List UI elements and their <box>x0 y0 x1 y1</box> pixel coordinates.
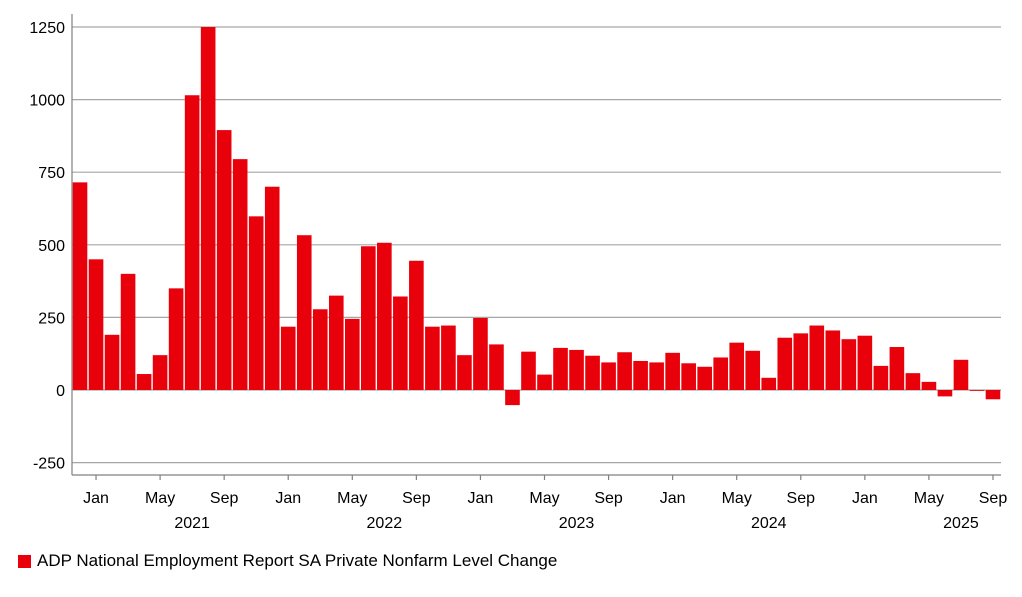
bar <box>296 235 312 390</box>
x-year-label: 2024 <box>751 515 787 532</box>
bar <box>729 342 745 390</box>
bar <box>569 349 584 390</box>
axes <box>71 14 1001 480</box>
x-tick-label: May <box>337 490 367 507</box>
bar <box>841 339 857 390</box>
bar <box>361 246 376 390</box>
bar <box>665 352 680 390</box>
bar <box>969 390 985 391</box>
bar <box>104 334 120 390</box>
bar <box>905 373 921 390</box>
bar <box>825 330 841 390</box>
y-tick-label: 1000 <box>29 93 65 110</box>
bar <box>793 333 809 390</box>
bar <box>681 363 696 390</box>
bar <box>553 347 568 390</box>
x-year-label: 2023 <box>559 515 595 532</box>
tick-labels: -250 0 250 500 750 1000 1250 Jan May Sep Jan May Sep… <box>29 20 1007 532</box>
bar <box>312 309 328 390</box>
bar <box>521 351 536 390</box>
bar <box>409 260 424 390</box>
bar <box>761 377 777 390</box>
bar <box>88 259 104 390</box>
x-tick-label: May <box>914 490 944 507</box>
bar <box>425 326 440 390</box>
legend: ADP National Employment Report SA Privat… <box>18 551 557 571</box>
bar <box>857 335 873 390</box>
bar <box>200 27 216 390</box>
x-year-label: 2022 <box>367 515 403 532</box>
bar <box>617 352 632 390</box>
bar <box>441 325 456 390</box>
bars <box>72 27 1001 406</box>
x-tick-label: May <box>145 490 175 507</box>
bar <box>921 381 937 390</box>
bar <box>152 355 168 390</box>
bar <box>713 357 729 390</box>
bar <box>489 344 504 390</box>
bar <box>264 186 280 390</box>
x-tick-label: May <box>529 490 559 507</box>
bar <box>216 130 232 391</box>
bar <box>777 337 793 390</box>
x-tick-label: Sep <box>210 490 239 507</box>
bar <box>473 317 488 390</box>
x-tick-label: Jan <box>660 490 686 507</box>
x-tick-label: Jan <box>468 490 494 507</box>
bar <box>377 242 392 390</box>
bar <box>393 296 408 390</box>
y-tick-label: -250 <box>33 456 65 473</box>
bar <box>953 359 969 390</box>
bar <box>697 366 712 390</box>
x-tick-label: Jan <box>852 490 878 507</box>
bar <box>937 390 953 397</box>
bar <box>232 159 248 390</box>
bar <box>505 390 520 406</box>
bar <box>120 273 136 390</box>
bar <box>633 360 648 390</box>
bar <box>457 355 472 390</box>
bar <box>809 325 825 390</box>
bar <box>344 318 360 390</box>
y-tick-label: 1250 <box>29 20 65 37</box>
y-tick-label: 750 <box>38 165 65 182</box>
bar <box>873 365 889 390</box>
x-tick-label: Sep <box>594 490 623 507</box>
y-tick-label: 250 <box>38 310 65 327</box>
y-tick-label: 500 <box>38 238 65 255</box>
x-tick-label: Sep <box>979 490 1008 507</box>
bar <box>248 216 264 390</box>
legend-label: ADP National Employment Report SA Privat… <box>37 551 558 570</box>
bar <box>72 182 88 390</box>
x-tick-label: Jan <box>275 490 301 507</box>
bar <box>168 288 184 390</box>
bar <box>184 95 200 390</box>
bar <box>585 355 600 390</box>
x-tick-label: Sep <box>402 490 431 507</box>
bar <box>537 374 552 390</box>
legend-swatch <box>18 554 31 568</box>
bar <box>328 295 344 390</box>
bar <box>136 374 152 390</box>
x-year-label: 2021 <box>174 515 210 532</box>
x-tick-label: May <box>722 490 752 507</box>
y-tick-label: 0 <box>56 383 65 400</box>
bar <box>745 350 761 390</box>
bar <box>280 326 296 390</box>
x-year-label: 2025 <box>943 515 979 532</box>
bar <box>985 390 1001 400</box>
bar <box>601 362 616 390</box>
bar <box>649 362 664 390</box>
x-tick-label: Sep <box>787 490 816 507</box>
x-tick-label: Jan <box>83 490 109 507</box>
bar <box>889 347 905 390</box>
